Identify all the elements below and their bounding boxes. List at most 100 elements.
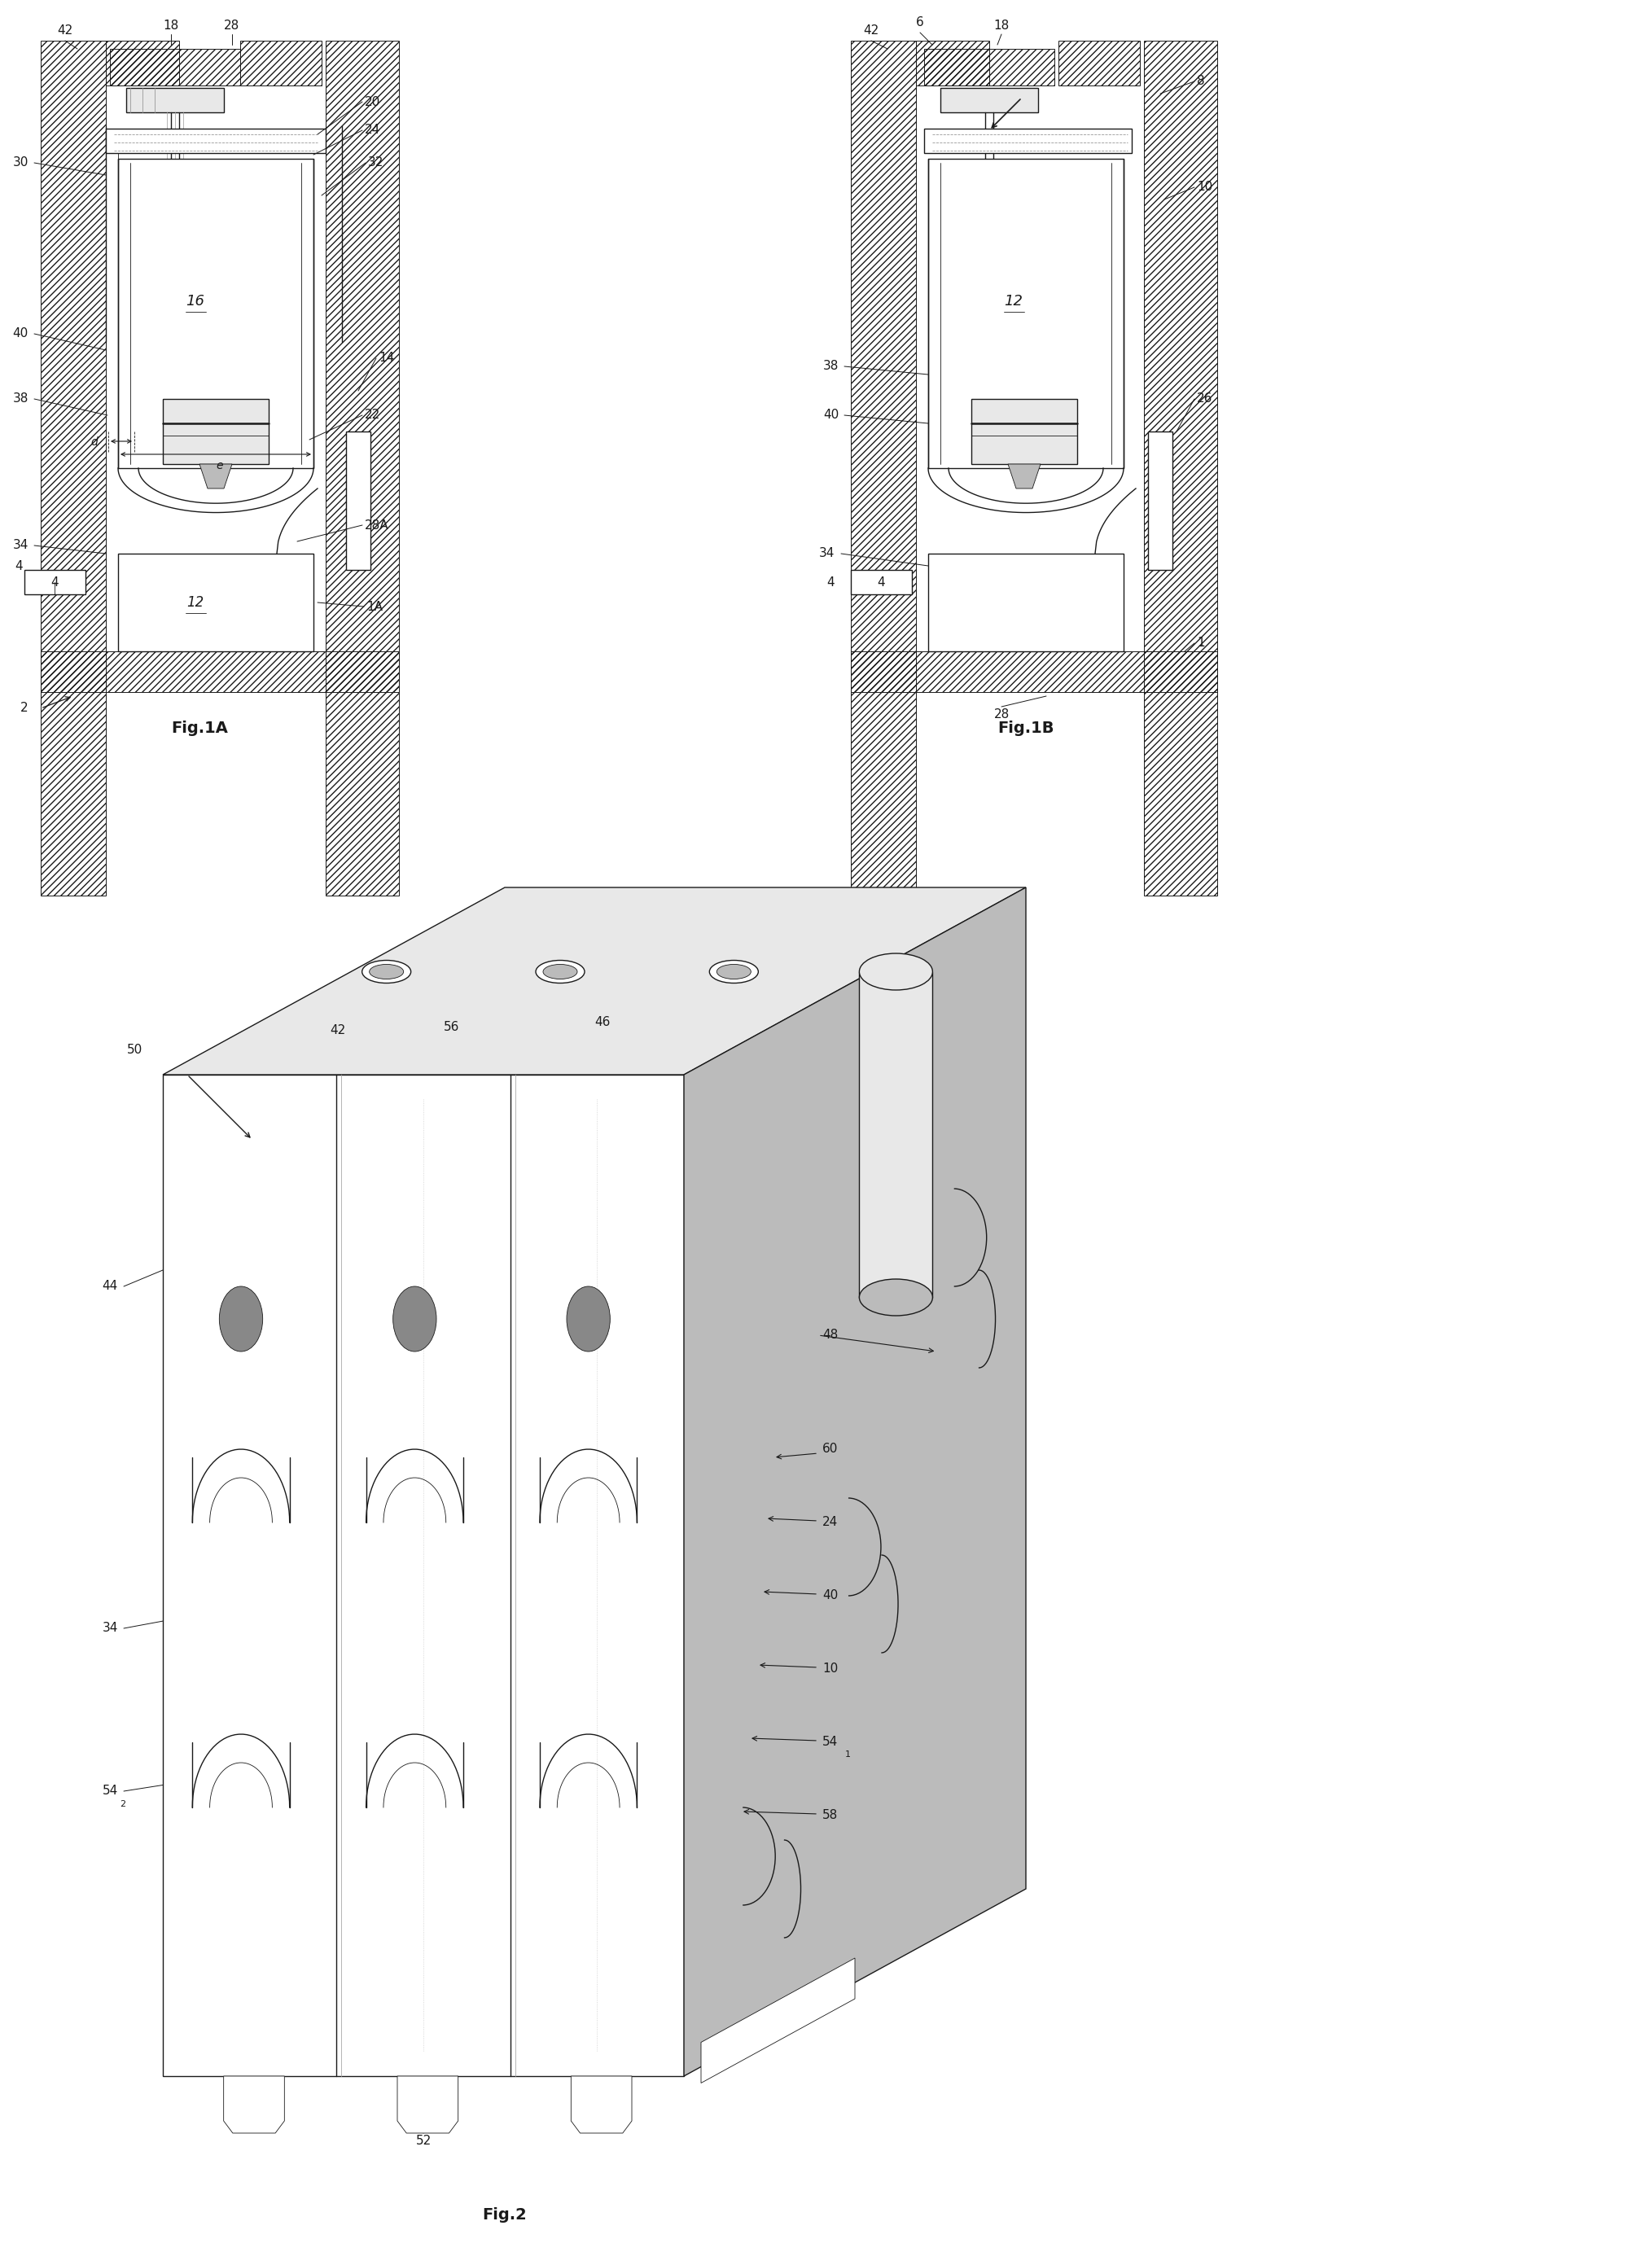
Text: 12: 12 [187,596,205,609]
Text: 2: 2 [21,702,28,713]
Text: 22: 22 [365,410,380,421]
Bar [164,399,269,464]
Text: Fig.2: Fig.2 [482,2206,527,2222]
Bar [106,129,325,154]
Text: 4: 4 [15,559,23,573]
Text: 16: 16 [187,294,205,308]
Text: 38: 38 [13,392,28,405]
Text: 34: 34 [13,539,28,553]
Text: 6: 6 [917,16,923,29]
Text: 1A: 1A [367,600,383,612]
Text: 14: 14 [378,351,395,365]
Polygon shape [200,464,231,489]
Ellipse shape [362,960,411,983]
Polygon shape [223,2077,284,2134]
Text: 12: 12 [1004,294,1023,308]
Polygon shape [398,2077,458,2134]
Bar [915,41,990,86]
Text: 40: 40 [823,410,839,421]
Bar [106,41,178,86]
Text: 54: 54 [102,1785,117,1796]
Text: 4: 4 [877,575,885,589]
Text: 52: 52 [416,2136,431,2147]
Text: 10: 10 [823,1663,838,1676]
Text: 50: 50 [127,1044,142,1055]
Polygon shape [859,972,933,1298]
Ellipse shape [717,965,752,978]
Text: 24: 24 [823,1515,838,1529]
Polygon shape [684,888,1026,2077]
Bar [117,159,314,469]
Bar [851,571,912,593]
Text: 32: 32 [368,156,383,170]
Polygon shape [572,2077,631,2134]
Text: 46: 46 [595,1015,610,1028]
Bar [851,652,1218,693]
Text: 58: 58 [823,1810,838,1821]
Bar [325,41,398,895]
Bar [1148,433,1173,571]
Bar [971,399,1077,464]
Bar [928,553,1123,652]
Text: 20: 20 [365,95,380,109]
Bar [923,50,1054,86]
Bar [345,433,370,571]
Text: 24: 24 [365,125,380,136]
Bar [928,159,1123,469]
Bar [1143,41,1218,895]
Text: 38: 38 [823,360,839,371]
Bar [25,571,86,593]
Bar [111,50,240,86]
Text: 26: 26 [1196,392,1213,405]
Text: e: e [216,460,223,471]
Text: 60: 60 [823,1443,838,1456]
Text: 40: 40 [823,1590,838,1601]
Text: d: d [91,437,97,448]
Text: 2: 2 [119,1801,126,1807]
Text: 34: 34 [102,1622,117,1635]
Ellipse shape [567,1287,610,1352]
Ellipse shape [544,965,577,978]
Text: 4: 4 [826,575,834,589]
Text: 42: 42 [330,1024,345,1035]
Bar [923,129,1132,154]
Text: 8: 8 [1196,75,1204,88]
Text: 40: 40 [13,328,28,340]
Bar [851,41,915,895]
Ellipse shape [370,965,403,978]
Polygon shape [164,888,1026,1074]
Bar [1059,41,1140,86]
Ellipse shape [859,1280,933,1316]
Text: 1: 1 [1196,636,1204,650]
Bar [41,41,106,895]
Text: Fig.1B: Fig.1B [998,720,1054,736]
Ellipse shape [220,1287,263,1352]
Text: 10: 10 [1196,181,1213,193]
Bar [126,88,225,113]
Text: 30: 30 [13,156,28,170]
Text: 1: 1 [846,1751,851,1758]
Polygon shape [164,1074,684,2077]
Text: 48: 48 [823,1330,838,1341]
Text: 42: 42 [864,25,879,36]
Ellipse shape [709,960,758,983]
Text: 56: 56 [444,1022,459,1033]
Polygon shape [700,1957,854,2084]
Bar [240,41,322,86]
Ellipse shape [859,954,933,990]
Ellipse shape [393,1287,436,1352]
Text: 54: 54 [823,1737,838,1749]
Text: 18: 18 [993,20,1009,32]
Bar [940,88,1037,113]
Bar [41,652,398,693]
Text: 28A: 28A [365,519,388,532]
Text: 34: 34 [819,548,834,559]
Polygon shape [1008,464,1041,489]
Text: Fig.1A: Fig.1A [172,720,228,736]
Ellipse shape [535,960,585,983]
Text: 42: 42 [58,25,73,36]
Text: 4: 4 [51,575,58,589]
Text: 18: 18 [164,20,178,32]
Text: 28: 28 [225,20,240,32]
Text: 44: 44 [102,1280,117,1293]
